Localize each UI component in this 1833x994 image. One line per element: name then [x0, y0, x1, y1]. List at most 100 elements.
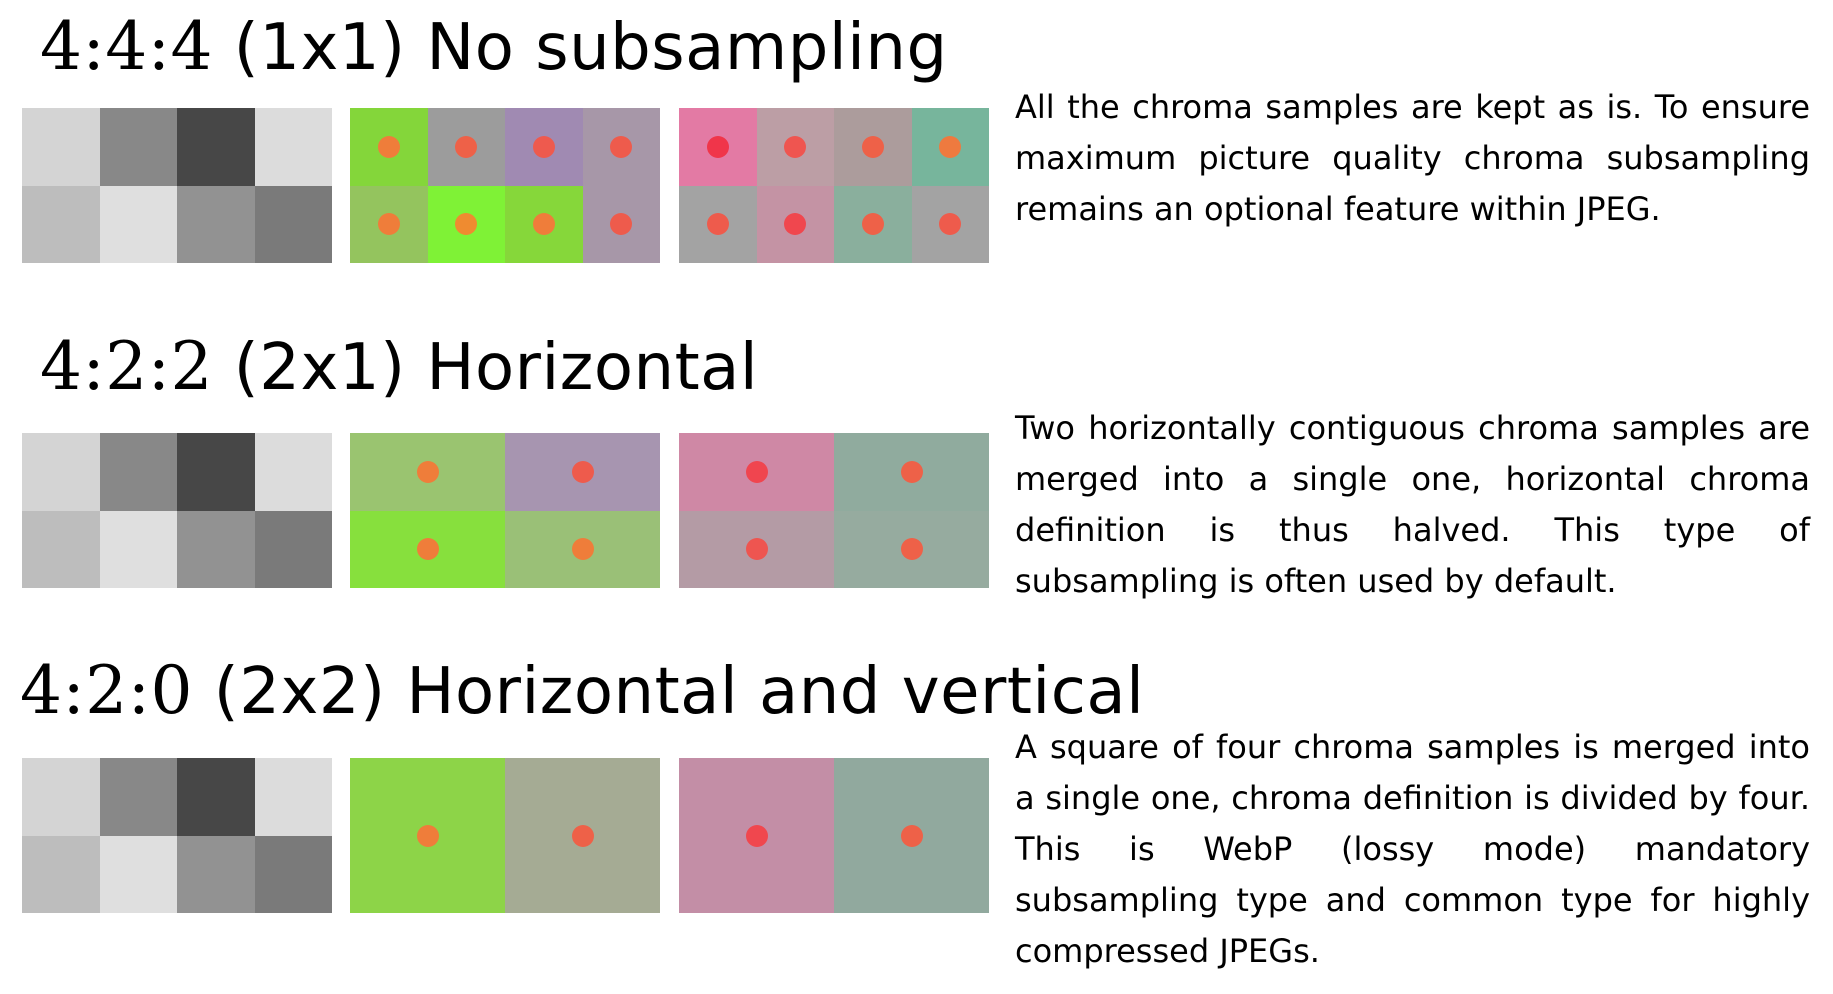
- chroma-sample: [505, 185, 583, 263]
- sample-point-dot: [377, 135, 400, 158]
- sample-point-dot: [571, 538, 594, 561]
- chroma-sample: [679, 185, 757, 263]
- sample-point-dot: [532, 135, 555, 158]
- luma-sample: [254, 433, 332, 511]
- section-description: Two horizontally contiguous chroma sampl…: [1015, 409, 1810, 600]
- luma-sample: [254, 510, 332, 588]
- luma-sample: [177, 185, 255, 263]
- luma-sample: [254, 185, 332, 263]
- luma-sample: [177, 758, 255, 836]
- chroma-sample: [350, 433, 505, 511]
- sample-point-dot: [745, 538, 768, 561]
- chroma-sample: [350, 185, 428, 263]
- sample-point-dot: [571, 460, 594, 483]
- luma-sample: [22, 510, 100, 588]
- luma-sample: [177, 433, 255, 511]
- section-description: A square of four chroma samples is merge…: [1015, 728, 1810, 970]
- chroma-sample: [679, 758, 834, 913]
- cb-chroma-grid: [350, 758, 660, 913]
- sample-point-dot: [610, 213, 633, 236]
- chroma-sample: [350, 108, 428, 186]
- sample-point-dot: [610, 135, 633, 158]
- luma-sample: [254, 108, 332, 186]
- luma-grid: [22, 758, 332, 913]
- chroma-sample: [834, 185, 912, 263]
- chroma-sample: [756, 185, 834, 263]
- luma-sample: [177, 510, 255, 588]
- luma-sample: [99, 433, 177, 511]
- chroma-sample: [427, 185, 505, 263]
- chroma-sample: [427, 108, 505, 186]
- chroma-sample: [350, 510, 505, 588]
- luma-sample: [177, 108, 255, 186]
- luma-sample: [99, 758, 177, 836]
- chroma-sample: [911, 108, 989, 186]
- chroma-sample: [505, 758, 660, 913]
- luma-sample: [99, 185, 177, 263]
- chroma-sample: [834, 510, 989, 588]
- luma-grid: [22, 108, 332, 263]
- chroma-sample: [505, 510, 660, 588]
- chroma-sample: [505, 108, 583, 186]
- section-heading: 4:4:4 (1x1) No subsampling: [40, 14, 948, 81]
- luma-sample: [22, 758, 100, 836]
- cr-chroma-grid: [679, 758, 989, 913]
- chroma-sample: [834, 433, 989, 511]
- cr-chroma-grid: [679, 108, 989, 263]
- sample-point-dot: [571, 824, 594, 847]
- sample-point-dot: [532, 213, 555, 236]
- sample-point-dot: [706, 135, 729, 158]
- luma-grid: [22, 433, 332, 588]
- sample-point-dot: [939, 135, 962, 158]
- sample-point-dot: [455, 135, 478, 158]
- cr-chroma-grid: [679, 433, 989, 588]
- sample-point-dot: [455, 213, 478, 236]
- luma-sample: [22, 108, 100, 186]
- mode-label: (2x1) Horizontal: [233, 331, 759, 405]
- sample-point-dot: [416, 824, 439, 847]
- luma-sample: [99, 510, 177, 588]
- ratio-label: 4:4:4: [40, 8, 213, 85]
- chroma-sample: [582, 108, 660, 186]
- chroma-sample: [834, 758, 989, 913]
- section-description: All the chroma samples are kept as is. T…: [1015, 88, 1810, 228]
- ratio-label: 4:2:2: [40, 328, 213, 405]
- chroma-sample: [679, 510, 834, 588]
- chroma-sample: [582, 185, 660, 263]
- chroma-sample: [505, 433, 660, 511]
- sample-point-dot: [861, 213, 884, 236]
- section-heading: 4:2:0 (2x2) Horizontal and vertical: [20, 658, 1144, 725]
- chroma-sample: [834, 108, 912, 186]
- cb-chroma-grid: [350, 433, 660, 588]
- luma-sample: [99, 108, 177, 186]
- chroma-sample: [679, 433, 834, 511]
- sample-point-dot: [900, 538, 923, 561]
- luma-sample: [254, 835, 332, 913]
- section-heading: 4:2:2 (2x1) Horizontal: [40, 334, 758, 401]
- sample-point-dot: [745, 460, 768, 483]
- luma-sample: [254, 758, 332, 836]
- mode-label: (1x1) No subsampling: [233, 11, 948, 85]
- ratio-label: 4:2:0: [20, 652, 193, 729]
- sample-point-dot: [861, 135, 884, 158]
- sample-point-dot: [784, 135, 807, 158]
- mode-label: (2x2) Horizontal and vertical: [213, 655, 1145, 729]
- luma-sample: [22, 835, 100, 913]
- sample-point-dot: [706, 213, 729, 236]
- sample-point-dot: [784, 213, 807, 236]
- luma-sample: [99, 835, 177, 913]
- luma-sample: [22, 185, 100, 263]
- sample-point-dot: [900, 460, 923, 483]
- sample-point-dot: [745, 824, 768, 847]
- luma-sample: [177, 835, 255, 913]
- sample-point-dot: [416, 538, 439, 561]
- sample-point-dot: [377, 213, 400, 236]
- sample-point-dot: [939, 213, 962, 236]
- chroma-sample: [756, 108, 834, 186]
- sample-point-dot: [416, 460, 439, 483]
- chroma-sample: [679, 108, 757, 186]
- sample-point-dot: [900, 824, 923, 847]
- cb-chroma-grid: [350, 108, 660, 263]
- luma-sample: [22, 433, 100, 511]
- chroma-sample: [911, 185, 989, 263]
